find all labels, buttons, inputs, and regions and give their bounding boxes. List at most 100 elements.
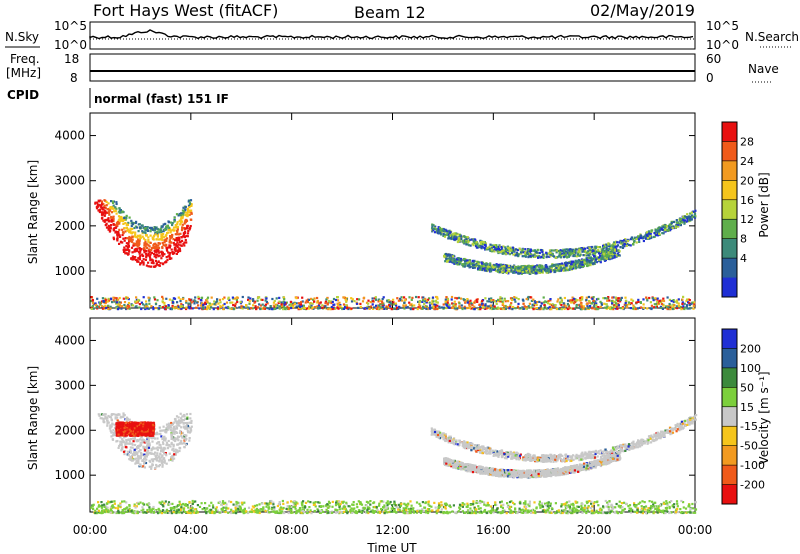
data-cell <box>92 307 95 310</box>
data-cell <box>107 421 110 424</box>
data-cell <box>617 299 620 302</box>
data-cell <box>163 304 166 307</box>
data-cell <box>484 297 487 300</box>
data-cell <box>593 250 596 253</box>
data-cell <box>167 427 170 430</box>
data-cell <box>531 304 534 307</box>
data-cell <box>458 233 461 236</box>
data-cell <box>172 226 176 229</box>
data-cell <box>142 263 145 266</box>
data-cell <box>399 297 402 300</box>
data-cell <box>693 302 696 305</box>
data-cell <box>179 298 182 301</box>
data-cell <box>170 442 173 446</box>
data-cell <box>464 260 467 263</box>
data-cell <box>134 258 137 262</box>
data-cell <box>538 264 541 268</box>
data-cell <box>248 302 251 305</box>
data-cell <box>397 299 400 302</box>
data-cell <box>198 307 201 310</box>
data-cell <box>403 301 406 304</box>
data-cell <box>560 298 563 301</box>
data-cell <box>441 229 444 232</box>
data-cell <box>164 228 167 232</box>
data-cell <box>475 242 478 245</box>
data-cell <box>677 302 680 305</box>
data-cell <box>466 299 469 302</box>
data-cell <box>188 439 191 442</box>
data-cell <box>283 301 286 304</box>
data-cell <box>540 264 543 267</box>
data-cell <box>107 307 110 310</box>
data-cell <box>386 299 389 302</box>
data-cell <box>142 465 145 468</box>
data-cell <box>110 431 113 434</box>
data-cell <box>434 303 437 307</box>
data-cell <box>529 296 532 299</box>
data-cell <box>150 251 153 254</box>
data-cell <box>115 302 118 305</box>
data-cell <box>381 301 384 304</box>
data-cell <box>155 247 158 250</box>
data-cell <box>487 305 490 308</box>
data-cell <box>514 267 517 270</box>
data-cell <box>144 245 147 248</box>
data-cell <box>504 247 507 251</box>
data-cell <box>606 297 609 300</box>
data-cell <box>462 241 465 244</box>
data-cell <box>107 304 110 307</box>
data-cell <box>560 267 563 270</box>
data-cell <box>212 308 215 311</box>
data-cell <box>464 264 467 267</box>
data-cell <box>144 453 147 456</box>
data-cell <box>649 232 652 235</box>
data-cell <box>448 303 451 306</box>
data-cell <box>241 307 244 310</box>
nave-tick-bottom: 0 <box>706 71 714 85</box>
data-cell <box>173 418 177 421</box>
data-cell <box>563 253 566 256</box>
data-cell <box>188 437 191 440</box>
data-cell <box>121 241 124 244</box>
data-cell <box>107 224 110 227</box>
data-cell <box>131 238 134 241</box>
data-cell <box>395 304 398 307</box>
data-cell <box>473 263 476 266</box>
data-cell <box>642 306 645 309</box>
data-cell <box>171 223 174 227</box>
data-cell <box>560 308 563 311</box>
data-cell <box>649 301 652 304</box>
data-cell <box>132 258 135 261</box>
data-cell <box>656 297 659 300</box>
data-cell <box>94 303 97 307</box>
data-cell <box>573 254 576 258</box>
data-cell <box>174 448 177 451</box>
data-cell <box>494 249 497 252</box>
data-cell <box>264 303 267 306</box>
data-cell <box>569 260 572 263</box>
data-cell <box>631 299 635 302</box>
data-cell <box>447 233 450 237</box>
data-cell <box>163 306 166 310</box>
data-cell <box>324 300 327 303</box>
data-cell <box>160 459 163 462</box>
data-cell <box>502 302 505 305</box>
data-cell <box>566 251 569 254</box>
data-cell <box>481 262 484 265</box>
data-cell <box>544 268 547 271</box>
cpid-label: CPID <box>7 88 39 102</box>
data-cell <box>128 240 131 243</box>
data-cell <box>121 233 124 237</box>
data-cell <box>343 296 346 299</box>
data-cell <box>114 296 117 300</box>
data-cell <box>280 301 283 304</box>
data-cell <box>210 306 213 309</box>
data-cell <box>126 223 129 226</box>
data-cell <box>132 440 135 443</box>
data-cell <box>512 253 515 256</box>
data-cell <box>161 306 165 309</box>
data-cell <box>110 219 114 222</box>
data-cell <box>541 271 544 274</box>
data-cell <box>125 252 128 255</box>
data-cell <box>618 297 621 300</box>
